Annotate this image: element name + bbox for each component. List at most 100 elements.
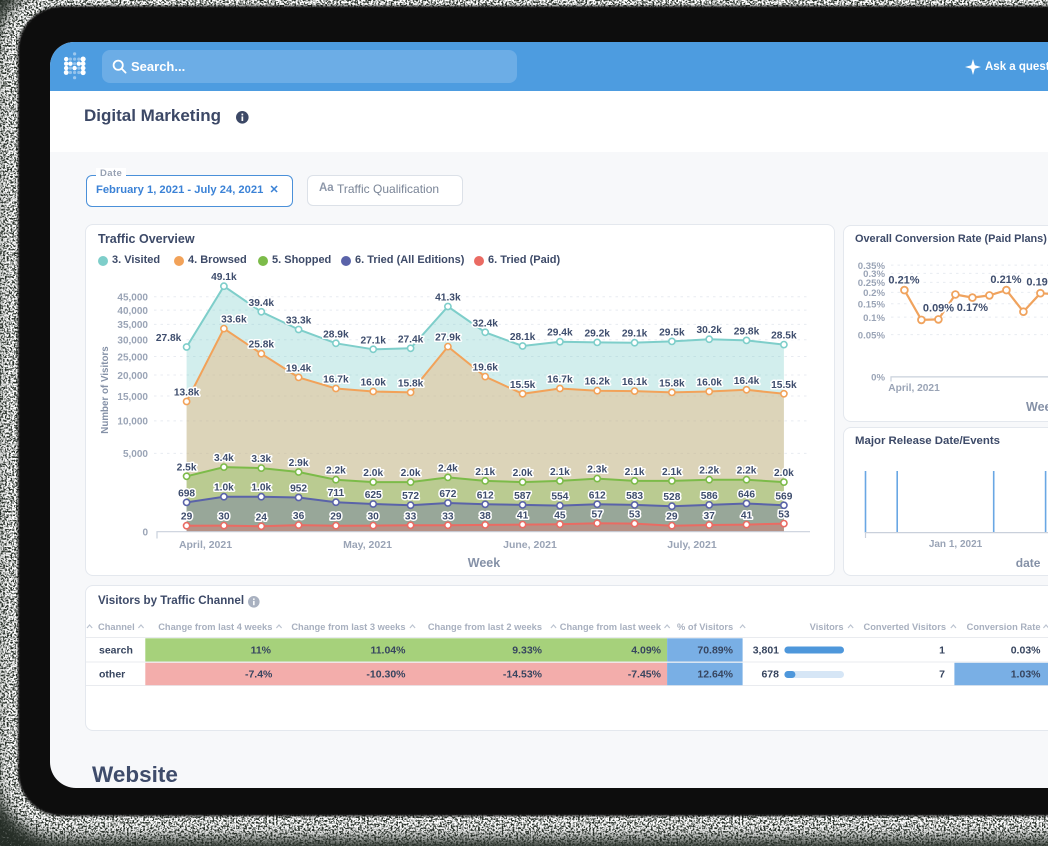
svg-text:search: search — [99, 645, 133, 657]
svg-text:0: 0 — [142, 528, 148, 539]
svg-text:Visitors: Visitors — [810, 622, 844, 632]
svg-text:0.2%: 0.2% — [863, 288, 885, 299]
svg-text:16.0k: 16.0k — [360, 378, 386, 389]
svg-text:15.5k: 15.5k — [510, 380, 536, 391]
svg-text:29.5k: 29.5k — [659, 327, 685, 338]
svg-text:612: 612 — [477, 490, 494, 501]
svg-text:2.1k: 2.1k — [550, 467, 570, 478]
svg-text:53: 53 — [629, 510, 641, 521]
svg-text:16.2k: 16.2k — [584, 377, 610, 388]
svg-text:2.1k: 2.1k — [662, 467, 682, 478]
svg-text:2.2k: 2.2k — [737, 466, 757, 477]
svg-text:569: 569 — [775, 491, 792, 502]
svg-text:33.6k: 33.6k — [221, 315, 247, 326]
svg-text:16.7k: 16.7k — [547, 375, 573, 386]
svg-text:27.1k: 27.1k — [360, 335, 386, 346]
svg-text:19.4k: 19.4k — [286, 363, 312, 374]
svg-text:2.9k: 2.9k — [289, 458, 309, 469]
svg-text:20,000: 20,000 — [117, 371, 148, 382]
svg-text:date: date — [1016, 556, 1041, 570]
svg-text:33: 33 — [405, 511, 417, 522]
svg-text:2.4k: 2.4k — [438, 463, 458, 474]
svg-text:27.9k: 27.9k — [435, 333, 461, 344]
svg-text:Week: Week — [1026, 400, 1048, 414]
svg-text:0.21%: 0.21% — [990, 274, 1021, 286]
svg-text:53: 53 — [778, 510, 790, 521]
svg-text:3.3k: 3.3k — [251, 454, 271, 465]
svg-text:2.3k: 2.3k — [587, 465, 607, 476]
svg-text:1: 1 — [939, 645, 945, 657]
svg-text:12.64%: 12.64% — [697, 669, 733, 681]
svg-text:-10.30%: -10.30% — [366, 669, 406, 681]
svg-text:Change from last 3 weeks: Change from last 3 weeks — [291, 622, 405, 632]
svg-text:April, 2021: April, 2021 — [888, 383, 940, 394]
svg-text:Change from last 2 weeks: Change from last 2 weeks — [428, 622, 542, 632]
svg-text:-14.53%: -14.53% — [503, 669, 543, 681]
svg-text:9.33%: 9.33% — [512, 645, 542, 657]
svg-text:0.03%: 0.03% — [1011, 645, 1041, 657]
svg-text:29: 29 — [330, 512, 342, 523]
svg-text:28.9k: 28.9k — [323, 329, 349, 340]
svg-text:27.8k: 27.8k — [156, 333, 182, 344]
svg-text:4.09%: 4.09% — [631, 645, 661, 657]
svg-text:1.0k: 1.0k — [251, 483, 271, 494]
svg-text:13.8k: 13.8k — [174, 388, 200, 399]
svg-text:30: 30 — [218, 512, 230, 523]
svg-text:32.4k: 32.4k — [472, 318, 498, 329]
svg-text:30.2k: 30.2k — [696, 325, 722, 336]
svg-text:45: 45 — [554, 510, 566, 521]
svg-text:16.0k: 16.0k — [696, 378, 722, 389]
svg-text:698: 698 — [178, 488, 195, 499]
svg-text:70.89%: 70.89% — [697, 645, 733, 657]
svg-text:May, 2021: May, 2021 — [343, 539, 392, 551]
svg-text:Change from last 4 weeks: Change from last 4 weeks — [158, 622, 272, 632]
svg-text:July, 2021: July, 2021 — [667, 539, 717, 551]
svg-text:April, 2021: April, 2021 — [179, 539, 232, 551]
svg-text:38: 38 — [480, 511, 492, 522]
svg-text:0.05%: 0.05% — [858, 330, 886, 341]
svg-text:15.8k: 15.8k — [398, 378, 424, 389]
svg-text:29.2k: 29.2k — [584, 328, 610, 339]
svg-text:0.17%: 0.17% — [957, 302, 988, 314]
svg-text:30: 30 — [368, 512, 380, 523]
svg-text:0.3%: 0.3% — [863, 269, 885, 280]
svg-text:28.5k: 28.5k — [771, 331, 797, 342]
svg-text:528: 528 — [663, 492, 680, 503]
svg-text:583: 583 — [626, 491, 643, 502]
svg-text:672: 672 — [439, 489, 456, 500]
svg-text:587: 587 — [514, 491, 531, 502]
svg-text:2.5k: 2.5k — [177, 462, 197, 473]
svg-text:25,000: 25,000 — [117, 352, 148, 363]
svg-text:27.4k: 27.4k — [398, 334, 424, 345]
svg-text:3.4k: 3.4k — [214, 453, 234, 464]
svg-text:41: 41 — [517, 511, 529, 522]
svg-text:711: 711 — [328, 488, 345, 499]
svg-text:2.1k: 2.1k — [625, 467, 645, 478]
svg-text:57: 57 — [592, 509, 604, 520]
svg-text:41: 41 — [741, 511, 753, 522]
svg-text:0.09%: 0.09% — [923, 303, 954, 315]
svg-text:952: 952 — [290, 484, 307, 495]
svg-text:35,000: 35,000 — [117, 320, 148, 331]
svg-text:24: 24 — [256, 512, 268, 523]
svg-text:0.35%: 0.35% — [858, 261, 886, 272]
svg-text:11.04%: 11.04% — [370, 645, 406, 657]
svg-text:15.5k: 15.5k — [771, 380, 797, 391]
svg-text:36: 36 — [293, 511, 305, 522]
svg-text:49.1k: 49.1k — [211, 272, 237, 283]
svg-text:2.2k: 2.2k — [326, 466, 346, 477]
svg-text:2.0k: 2.0k — [513, 468, 533, 479]
svg-text:41.3k: 41.3k — [435, 293, 461, 304]
svg-text:19.6k: 19.6k — [472, 363, 498, 374]
svg-text:Jan 1, 2021: Jan 1, 2021 — [929, 539, 983, 550]
svg-text:Week: Week — [468, 556, 500, 570]
svg-text:Number of Visitors: Number of Visitors — [100, 346, 111, 434]
svg-text:-7.45%: -7.45% — [628, 669, 662, 681]
svg-text:2.0k: 2.0k — [363, 468, 383, 479]
svg-text:586: 586 — [701, 491, 718, 502]
svg-text:11%: 11% — [251, 645, 272, 657]
svg-text:30,000: 30,000 — [117, 336, 148, 347]
svg-text:646: 646 — [738, 490, 755, 501]
svg-text:16.1k: 16.1k — [622, 377, 648, 388]
svg-text:554: 554 — [551, 492, 568, 503]
